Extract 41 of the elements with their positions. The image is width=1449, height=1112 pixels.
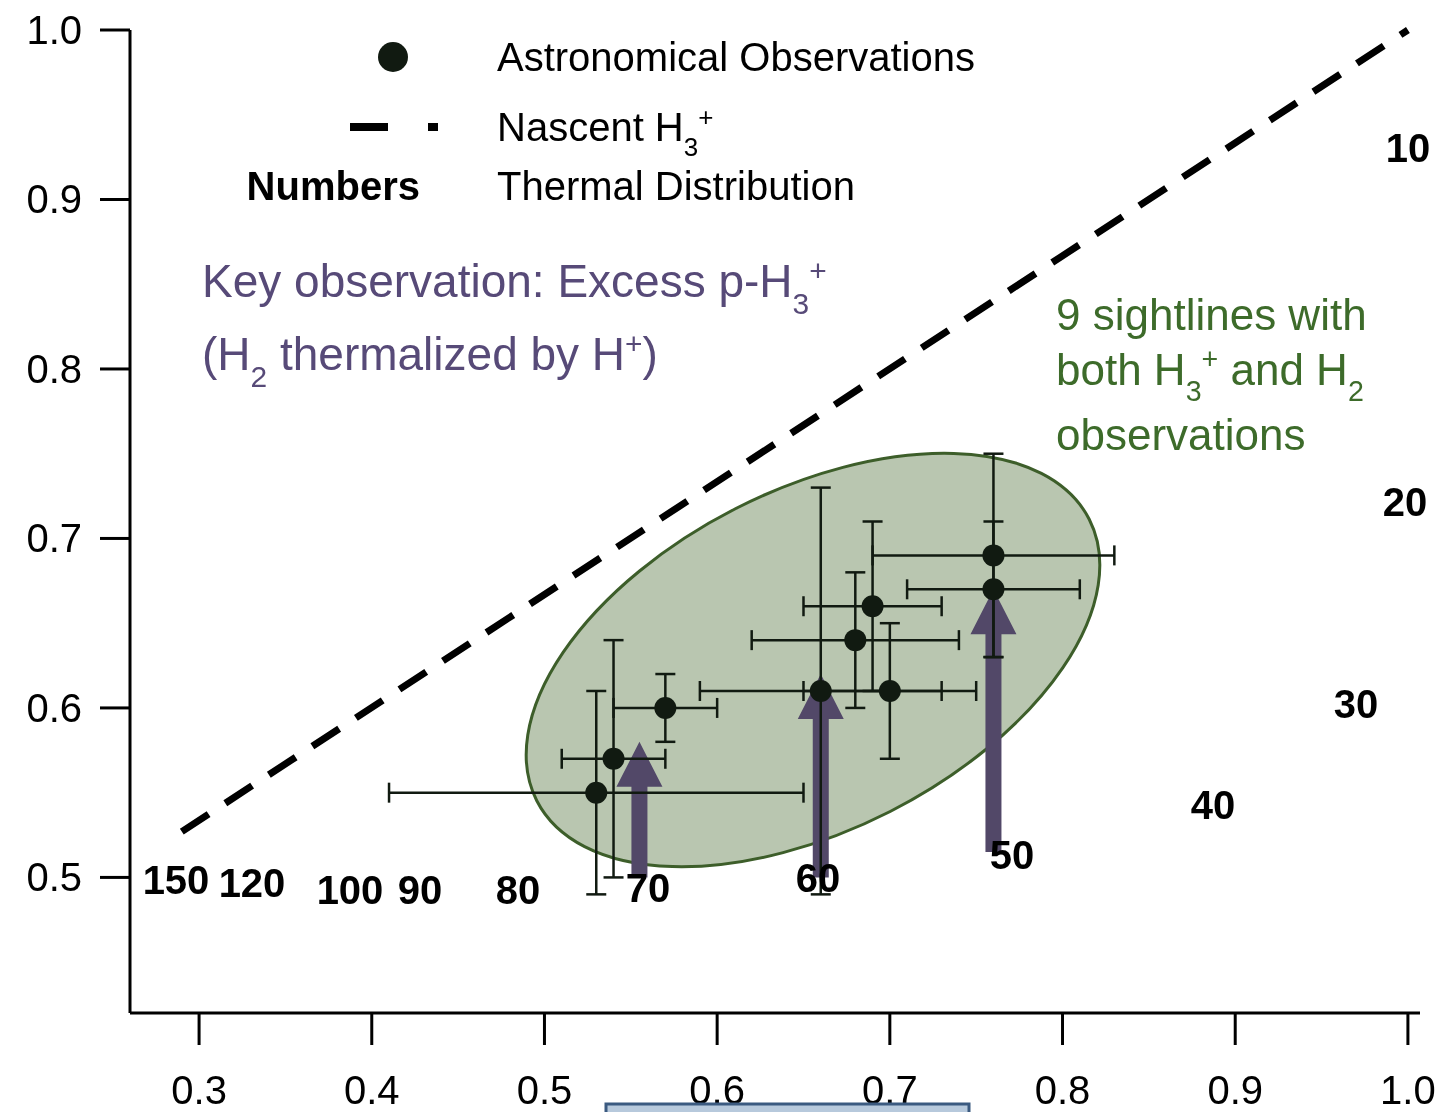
point (585, 781, 608, 804)
annotation: 9 sightlines with (1056, 290, 1367, 339)
annotation: 40 (1190, 783, 1236, 827)
point (844, 629, 867, 652)
annotation: 10 (1385, 126, 1431, 170)
annotation: 100 (316, 868, 384, 912)
y-tick-label: 0.7 (26, 516, 82, 561)
x-tick-label: 0.8 (1034, 1068, 1091, 1112)
y-tick-label: 0.6 (26, 685, 82, 730)
annotation: both H$_{3}$$^{+}$ and H$_{2}$ (1056, 343, 1364, 407)
point (982, 578, 1005, 601)
x-tick-label: 0.3 (171, 1068, 227, 1112)
y-tick-label: 0.8 (26, 346, 82, 391)
x-tick-label: 0.6 (689, 1068, 745, 1112)
annotation: 150 (142, 858, 210, 902)
annotation: Numbers (246, 164, 420, 208)
annotation: 50 (989, 833, 1035, 877)
point (809, 679, 832, 702)
x-tick-label: 1.0 (1380, 1068, 1436, 1112)
y-tick-label: 0.5 (26, 855, 82, 900)
annotation: (H$_{2}$ thermalized by H$^{+}$) (202, 326, 658, 393)
x-tick-label: 0.4 (343, 1068, 400, 1112)
annotation: 20 (1382, 480, 1428, 524)
point (602, 747, 625, 770)
y-tick-label: 1.0 (26, 8, 82, 52)
annotation: 70 (625, 866, 671, 910)
x-tick-label: 0.5 (516, 1068, 573, 1112)
legend-label: Astronomical Observations (497, 35, 975, 79)
annotation: 30 (1333, 682, 1379, 726)
point (654, 696, 677, 719)
point (982, 544, 1005, 567)
annotation: Thermal Distribution (497, 164, 855, 208)
y-tick-label: 0.9 (26, 177, 82, 222)
point (878, 679, 901, 702)
x-tick-label: 0.9 (1207, 1068, 1264, 1112)
annotation: 90 (397, 868, 443, 912)
annotation: 120 (218, 861, 286, 905)
annotation: 80 (495, 868, 541, 912)
annotation: observations (1056, 410, 1306, 459)
point (861, 595, 884, 618)
x-tick-label: 0.7 (862, 1068, 918, 1112)
